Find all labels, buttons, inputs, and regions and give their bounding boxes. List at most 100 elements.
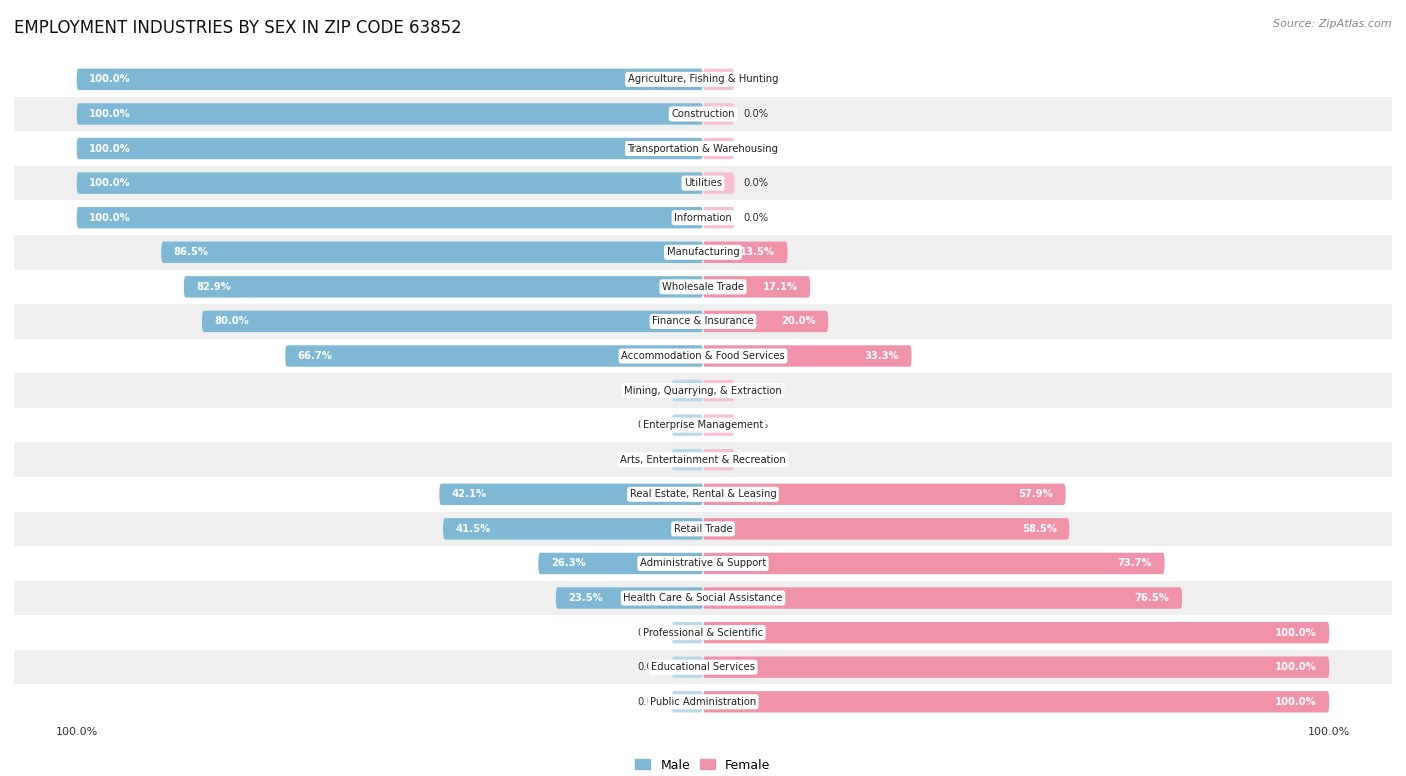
Text: 100.0%: 100.0% bbox=[1275, 662, 1317, 672]
Text: 100.0%: 100.0% bbox=[1275, 697, 1317, 707]
FancyBboxPatch shape bbox=[703, 483, 1066, 505]
Text: Enterprise Management: Enterprise Management bbox=[643, 420, 763, 430]
FancyBboxPatch shape bbox=[672, 656, 703, 678]
Bar bbox=[14, 338, 1392, 373]
Text: 0.0%: 0.0% bbox=[744, 386, 769, 396]
Text: Utilities: Utilities bbox=[683, 178, 723, 188]
Text: 100.0%: 100.0% bbox=[89, 178, 131, 188]
Bar bbox=[14, 546, 1392, 580]
FancyBboxPatch shape bbox=[672, 622, 703, 643]
Text: 42.1%: 42.1% bbox=[451, 490, 486, 499]
FancyBboxPatch shape bbox=[703, 138, 734, 159]
FancyBboxPatch shape bbox=[703, 380, 734, 401]
Bar bbox=[14, 97, 1392, 131]
Text: 86.5%: 86.5% bbox=[174, 248, 208, 258]
Bar bbox=[14, 615, 1392, 650]
Text: Administrative & Support: Administrative & Support bbox=[640, 559, 766, 569]
FancyBboxPatch shape bbox=[703, 103, 734, 125]
Text: Mining, Quarrying, & Extraction: Mining, Quarrying, & Extraction bbox=[624, 386, 782, 396]
Text: EMPLOYMENT INDUSTRIES BY SEX IN ZIP CODE 63852: EMPLOYMENT INDUSTRIES BY SEX IN ZIP CODE… bbox=[14, 19, 461, 37]
Text: 0.0%: 0.0% bbox=[744, 455, 769, 465]
Bar bbox=[14, 166, 1392, 200]
FancyBboxPatch shape bbox=[285, 345, 703, 367]
Text: 0.0%: 0.0% bbox=[744, 213, 769, 223]
Bar bbox=[14, 442, 1392, 477]
Bar bbox=[14, 650, 1392, 684]
FancyBboxPatch shape bbox=[703, 449, 734, 470]
Text: 100.0%: 100.0% bbox=[1275, 628, 1317, 638]
FancyBboxPatch shape bbox=[439, 483, 703, 505]
Text: 66.7%: 66.7% bbox=[298, 351, 333, 361]
FancyBboxPatch shape bbox=[672, 414, 703, 436]
FancyBboxPatch shape bbox=[703, 172, 734, 194]
FancyBboxPatch shape bbox=[703, 310, 828, 332]
Text: 0.0%: 0.0% bbox=[744, 109, 769, 119]
Text: 100.0%: 100.0% bbox=[1308, 726, 1350, 736]
FancyBboxPatch shape bbox=[703, 656, 1329, 678]
Text: Professional & Scientific: Professional & Scientific bbox=[643, 628, 763, 638]
Text: 26.3%: 26.3% bbox=[551, 559, 585, 569]
FancyBboxPatch shape bbox=[443, 518, 703, 539]
FancyBboxPatch shape bbox=[703, 587, 1182, 608]
Text: Retail Trade: Retail Trade bbox=[673, 524, 733, 534]
Text: 0.0%: 0.0% bbox=[637, 386, 662, 396]
FancyBboxPatch shape bbox=[703, 207, 734, 228]
Text: Health Care & Social Assistance: Health Care & Social Assistance bbox=[623, 593, 783, 603]
FancyBboxPatch shape bbox=[672, 449, 703, 470]
FancyBboxPatch shape bbox=[703, 518, 1070, 539]
Text: 0.0%: 0.0% bbox=[744, 144, 769, 154]
Bar bbox=[14, 580, 1392, 615]
Text: 57.9%: 57.9% bbox=[1018, 490, 1053, 499]
Bar bbox=[14, 684, 1392, 719]
FancyBboxPatch shape bbox=[77, 103, 703, 125]
Text: Wholesale Trade: Wholesale Trade bbox=[662, 282, 744, 292]
Text: 80.0%: 80.0% bbox=[215, 317, 249, 327]
Text: Information: Information bbox=[673, 213, 733, 223]
Text: 100.0%: 100.0% bbox=[89, 144, 131, 154]
FancyBboxPatch shape bbox=[703, 345, 911, 367]
FancyBboxPatch shape bbox=[77, 172, 703, 194]
Bar bbox=[14, 477, 1392, 511]
FancyBboxPatch shape bbox=[672, 691, 703, 712]
FancyBboxPatch shape bbox=[703, 553, 1164, 574]
Bar bbox=[14, 408, 1392, 442]
Bar bbox=[14, 62, 1392, 97]
Text: 13.5%: 13.5% bbox=[740, 248, 775, 258]
FancyBboxPatch shape bbox=[77, 68, 703, 90]
Text: 0.0%: 0.0% bbox=[637, 662, 662, 672]
Text: 0.0%: 0.0% bbox=[744, 178, 769, 188]
Text: Educational Services: Educational Services bbox=[651, 662, 755, 672]
Text: 76.5%: 76.5% bbox=[1135, 593, 1170, 603]
FancyBboxPatch shape bbox=[202, 310, 703, 332]
Text: Source: ZipAtlas.com: Source: ZipAtlas.com bbox=[1274, 19, 1392, 29]
Bar bbox=[14, 131, 1392, 166]
Text: Manufacturing: Manufacturing bbox=[666, 248, 740, 258]
Text: Construction: Construction bbox=[671, 109, 735, 119]
Text: Transportation & Warehousing: Transportation & Warehousing bbox=[627, 144, 779, 154]
Text: 20.0%: 20.0% bbox=[782, 317, 815, 327]
FancyBboxPatch shape bbox=[703, 622, 1329, 643]
Text: Finance & Insurance: Finance & Insurance bbox=[652, 317, 754, 327]
Text: 17.1%: 17.1% bbox=[762, 282, 797, 292]
FancyBboxPatch shape bbox=[672, 380, 703, 401]
FancyBboxPatch shape bbox=[703, 414, 734, 436]
Text: 82.9%: 82.9% bbox=[197, 282, 231, 292]
FancyBboxPatch shape bbox=[703, 241, 787, 263]
Text: 0.0%: 0.0% bbox=[637, 455, 662, 465]
Bar bbox=[14, 200, 1392, 235]
Text: 58.5%: 58.5% bbox=[1022, 524, 1057, 534]
Bar bbox=[14, 373, 1392, 408]
Bar bbox=[14, 235, 1392, 269]
FancyBboxPatch shape bbox=[703, 691, 1329, 712]
Text: 100.0%: 100.0% bbox=[89, 74, 131, 85]
Text: Public Administration: Public Administration bbox=[650, 697, 756, 707]
FancyBboxPatch shape bbox=[184, 276, 703, 297]
Bar bbox=[14, 511, 1392, 546]
Text: 23.5%: 23.5% bbox=[568, 593, 603, 603]
FancyBboxPatch shape bbox=[77, 138, 703, 159]
Text: 0.0%: 0.0% bbox=[637, 420, 662, 430]
Bar bbox=[14, 304, 1392, 338]
Text: Agriculture, Fishing & Hunting: Agriculture, Fishing & Hunting bbox=[627, 74, 779, 85]
FancyBboxPatch shape bbox=[77, 207, 703, 228]
Text: 33.3%: 33.3% bbox=[865, 351, 898, 361]
